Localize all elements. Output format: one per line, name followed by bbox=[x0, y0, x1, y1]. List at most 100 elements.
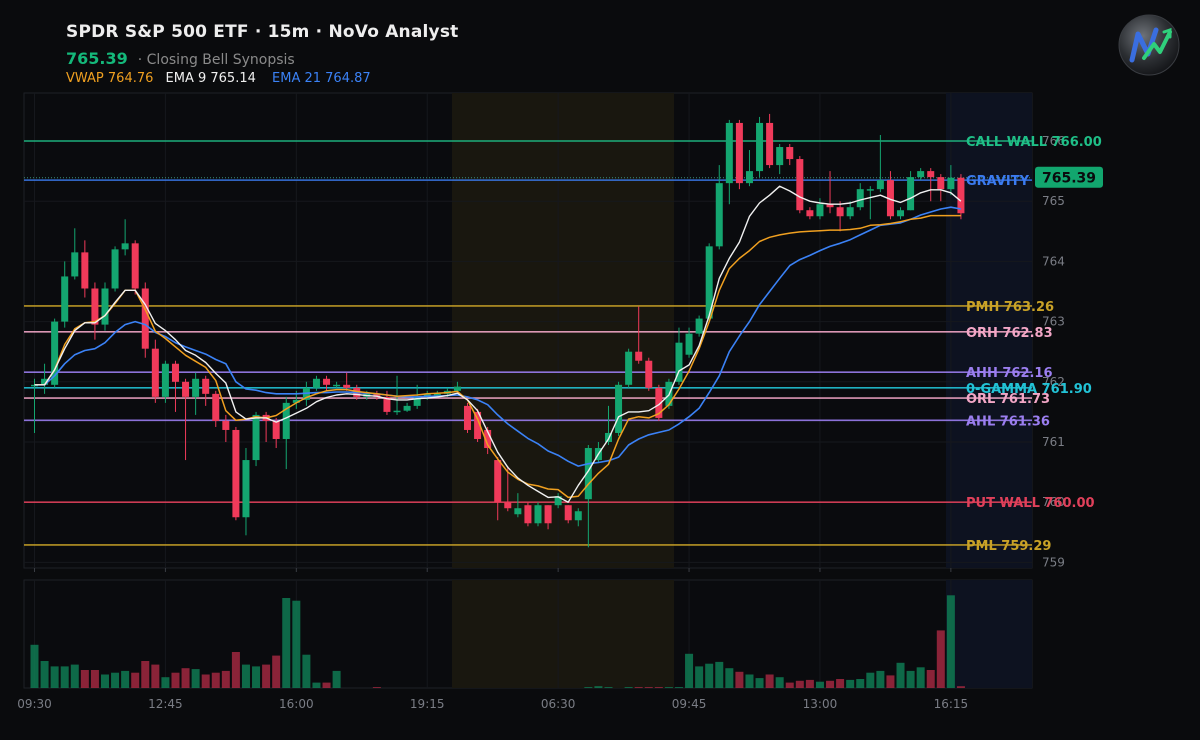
candle-body bbox=[625, 351, 633, 385]
volume-bar bbox=[886, 675, 895, 688]
volume-bar bbox=[252, 666, 261, 688]
level-label: PMH 763.26 bbox=[966, 300, 1054, 315]
level-label: 0-GAMMA 761.90 bbox=[966, 382, 1092, 397]
y-tick-label: 760 bbox=[1042, 495, 1065, 509]
y-tick-label: 764 bbox=[1042, 254, 1065, 268]
ema9-line bbox=[34, 185, 962, 503]
candle-body bbox=[524, 505, 532, 524]
volume-bar bbox=[826, 680, 835, 688]
volume-bar bbox=[805, 679, 814, 688]
level-label: GRAVITY bbox=[966, 174, 1030, 189]
ema9-legend: EMA 9 765.14 bbox=[165, 71, 256, 86]
volume-bar bbox=[272, 655, 281, 688]
volume-bar bbox=[715, 661, 724, 688]
volume-bar bbox=[241, 664, 250, 688]
candle-body bbox=[111, 249, 119, 289]
candle-body bbox=[826, 204, 834, 208]
candle-body bbox=[343, 384, 351, 388]
volume-bar bbox=[785, 682, 794, 688]
candle-body bbox=[927, 171, 935, 178]
candle-body bbox=[745, 171, 753, 184]
candle-body bbox=[252, 414, 260, 461]
candle-body bbox=[705, 246, 713, 319]
candle-body bbox=[695, 318, 703, 334]
candle-body bbox=[836, 207, 844, 217]
volume-bar bbox=[674, 687, 683, 688]
x-tick-label: 16:15 bbox=[934, 697, 969, 711]
candle-body bbox=[131, 243, 139, 289]
candle-body bbox=[856, 189, 864, 208]
candle-body bbox=[292, 399, 300, 403]
candle-body bbox=[222, 420, 230, 430]
candle-body bbox=[544, 505, 552, 524]
candle-body bbox=[373, 393, 381, 397]
volume-bar bbox=[926, 670, 935, 688]
candle-body bbox=[907, 177, 915, 211]
candle-body bbox=[866, 189, 874, 191]
volume-bar bbox=[171, 672, 180, 688]
volume-bar bbox=[151, 664, 160, 688]
candle-body bbox=[182, 381, 190, 397]
volume-bar bbox=[292, 600, 301, 688]
volume-bar bbox=[70, 664, 79, 688]
volume-bar bbox=[836, 679, 845, 688]
last-price: 765.39 bbox=[66, 49, 128, 68]
level-label: AHL 761.36 bbox=[966, 414, 1050, 429]
volume-bar bbox=[50, 666, 59, 688]
candle-body bbox=[171, 363, 179, 382]
candle-body bbox=[655, 387, 663, 418]
y-tick-label: 759 bbox=[1042, 555, 1065, 569]
candle-body bbox=[564, 505, 572, 521]
candle-body bbox=[161, 363, 169, 397]
candle-body bbox=[584, 448, 592, 500]
candle-body bbox=[937, 177, 945, 190]
x-tick-label: 16:00 bbox=[279, 697, 314, 711]
volume-bar bbox=[60, 666, 69, 688]
volume-bar bbox=[755, 678, 764, 688]
candle-body bbox=[735, 122, 743, 184]
volume-bar bbox=[332, 670, 341, 688]
candle-body bbox=[876, 180, 884, 190]
volume-bar bbox=[775, 677, 784, 688]
volume-bar bbox=[131, 672, 140, 688]
y-tick-label: 765 bbox=[1042, 194, 1065, 208]
brand-logo-icon bbox=[1118, 14, 1180, 76]
candle-body bbox=[574, 511, 582, 521]
candle-body bbox=[615, 384, 623, 433]
volume-bar bbox=[815, 681, 824, 688]
candle-body bbox=[816, 204, 824, 217]
candle-body bbox=[886, 180, 894, 217]
candle-body bbox=[474, 411, 482, 439]
candle-body bbox=[41, 378, 49, 385]
volume-bar bbox=[866, 672, 875, 688]
candle-body bbox=[192, 378, 200, 397]
candle-body bbox=[272, 420, 280, 439]
y-tick-label: 761 bbox=[1042, 435, 1065, 449]
volume-bar bbox=[111, 672, 120, 688]
volume-bar bbox=[956, 686, 965, 688]
candle-body bbox=[323, 378, 331, 385]
chart-title: SPDR S&P 500 ETF · 15m · NoVo Analyst bbox=[66, 22, 459, 42]
volume-bar bbox=[795, 680, 804, 688]
volume-bar bbox=[30, 644, 39, 688]
level-label: ORH 762.83 bbox=[966, 326, 1053, 341]
candle-body bbox=[212, 393, 220, 421]
candle-body bbox=[232, 429, 240, 518]
volume-bar bbox=[191, 669, 200, 688]
candle-body bbox=[413, 396, 421, 406]
volume-bar bbox=[584, 687, 593, 688]
x-tick-label: 19:15 bbox=[410, 697, 445, 711]
candle-body bbox=[725, 122, 733, 184]
volume-bar bbox=[322, 682, 331, 688]
volume-bar bbox=[302, 654, 311, 688]
level-label: ORL 761.73 bbox=[966, 392, 1050, 407]
volume-bar bbox=[765, 674, 774, 688]
candle-body bbox=[786, 147, 794, 160]
volume-bar bbox=[141, 661, 150, 688]
candle-body bbox=[917, 171, 925, 178]
volume-bar bbox=[80, 670, 89, 688]
overnight-volume-shade bbox=[452, 580, 674, 688]
volume-bar bbox=[262, 664, 271, 688]
volume-bar bbox=[725, 668, 734, 688]
